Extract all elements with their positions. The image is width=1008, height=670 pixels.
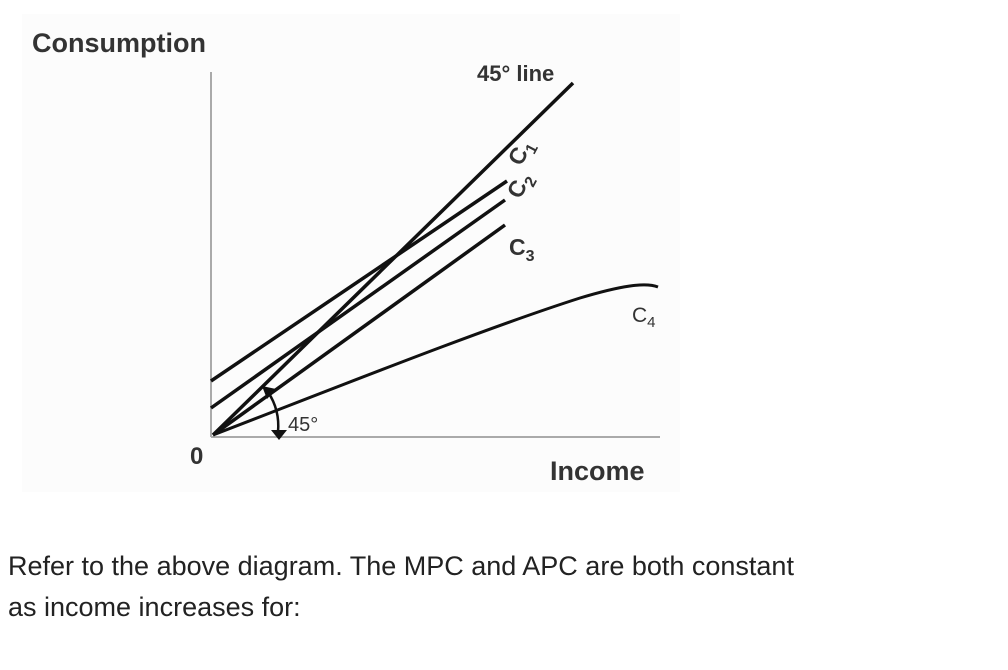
question-text: Refer to the above diagram. The MPC and … [8,546,998,628]
c3-label: C3 [509,234,535,265]
angle-arrow-bottom [271,430,287,440]
c4-label-sub: 4 [647,314,655,331]
origin-label: 0 [190,443,203,470]
consumption-line-c1 [210,179,508,383]
x-axis-label: Income [550,456,645,486]
consumption-line-c3 [211,223,507,437]
chart-canvas: Consumption Income 0 45° line 45° C1 C2 [22,14,680,492]
y-axis-label: Consumption [32,28,206,58]
chart-background [22,14,680,492]
consumption-line-c2 [209,198,507,410]
svg-text:C3: C3 [509,234,535,265]
consumption-curve-c4 [212,283,659,437]
question-line-2: as income increases for: [8,592,301,622]
question-line-1: Refer to the above diagram. The MPC and … [8,551,794,581]
svg-text:C4: C4 [632,304,656,331]
45-degree-line-label: 45° line [477,61,554,86]
c4-label-main: C [632,304,647,327]
consumption-function-chart: Consumption Income 0 45° line 45° C1 C2 [22,14,680,492]
angle-label: 45° [288,414,318,436]
angle-arrow-top [262,386,276,399]
c3-label-sub: 3 [526,248,535,265]
c4-label: C4 [632,304,656,331]
c3-label-main: C [509,234,526,260]
